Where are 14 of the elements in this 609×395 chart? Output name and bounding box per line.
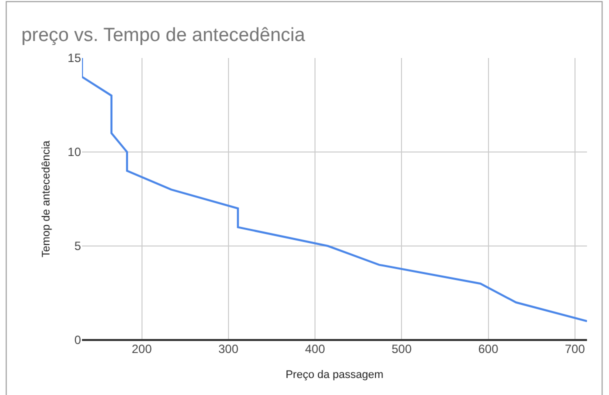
y-axis-title: Temop de antecedência <box>40 140 52 258</box>
chart-title: preço vs. Tempo de antecedência <box>21 24 306 46</box>
y-tick-label: 10 <box>68 145 82 160</box>
y-tick-label: 15 <box>68 51 82 66</box>
x-tick-label: 700 <box>564 342 586 356</box>
x-tick-label: 600 <box>478 342 499 356</box>
x-tick-label: 200 <box>132 342 152 356</box>
x-tick-label: 400 <box>304 342 326 356</box>
line-series <box>82 58 587 322</box>
x-tick-label: 500 <box>392 342 412 356</box>
x-tick-label: 300 <box>218 342 239 356</box>
x-axis-title: Preço da passagem <box>286 369 384 382</box>
y-tick-label: 5 <box>74 239 82 254</box>
y-tick-label: 0 <box>74 333 82 348</box>
